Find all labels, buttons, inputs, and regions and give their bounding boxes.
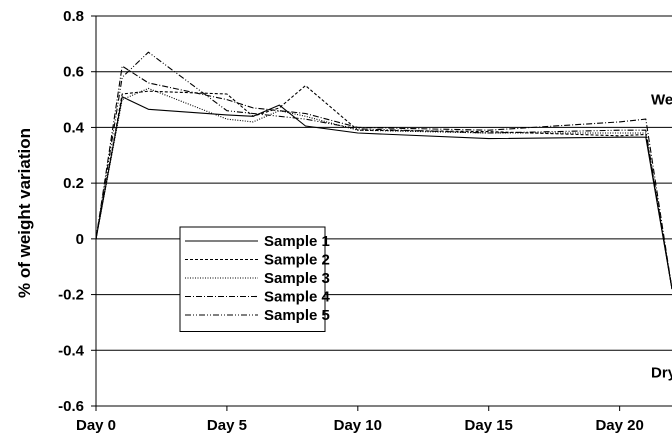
legend-label-5: Sample 5 — [264, 307, 330, 324]
series-layer — [95, 51, 672, 290]
x-tick-label: Day 5 — [207, 417, 247, 434]
legend-label-1: Sample 1 — [264, 233, 330, 250]
y-tick-label: 0.8 — [63, 8, 84, 25]
x-tick-label: Day 20 — [595, 417, 643, 434]
series-line-5 — [95, 51, 672, 290]
tick-labels: -0.6 -0.4 -0.2 0 0.2 0.4 0.6 0.8 Day 0 Day 5 Day 1… — [58, 8, 644, 434]
annotation-label: Dry — [651, 365, 672, 382]
y-tick-label: -0.2 — [58, 287, 84, 304]
series-line-1 — [95, 96, 672, 290]
y-axis-label: % of weight variation — [15, 128, 34, 298]
y-tick-label: 0.2 — [63, 175, 84, 192]
x-tick-label: Day 0 — [76, 417, 116, 434]
legend-label-4: Sample 4 — [264, 289, 331, 306]
y-tick-label: 0.4 — [63, 119, 85, 136]
y-tick-label: 0 — [76, 231, 84, 248]
axes — [91, 15, 672, 411]
legend-box — [179, 226, 326, 332]
series-line-3 — [95, 87, 672, 290]
series-line-2 — [95, 85, 672, 290]
plot-area — [96, 16, 672, 406]
x-tick-label: Day 15 — [465, 417, 513, 434]
y-tick-label: 0.6 — [63, 64, 84, 81]
x-tick-label: Day 10 — [334, 417, 382, 434]
legend-label-2: Sample 2 — [264, 252, 330, 269]
legend-label-3: Sample 3 — [264, 270, 330, 287]
annotations: Wet Dry — [651, 92, 672, 382]
series-line-4 — [95, 65, 672, 290]
y-tick-label: -0.6 — [58, 398, 84, 415]
annotation-label: Wet — [651, 92, 672, 109]
y-tick-label: -0.4 — [58, 342, 85, 359]
